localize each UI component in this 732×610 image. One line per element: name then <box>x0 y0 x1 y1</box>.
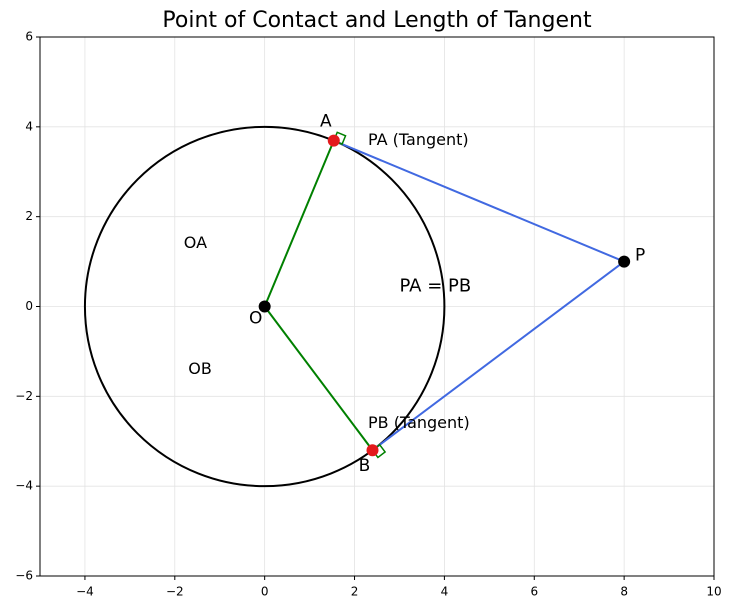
point-label: B <box>359 456 371 476</box>
point <box>618 255 631 268</box>
segment <box>333 139 625 263</box>
annotation: PA (Tangent) <box>368 130 469 149</box>
x-tick-label: −2 <box>166 585 184 599</box>
point <box>366 444 379 457</box>
circle <box>83 125 446 488</box>
y-tick-label: −4 <box>15 479 33 493</box>
annotation: PA = PB <box>399 275 471 296</box>
segment <box>371 260 625 452</box>
y-tick-label: 4 <box>25 119 33 133</box>
point-label: P <box>635 246 645 266</box>
y-tick-label: −6 <box>15 569 33 583</box>
point <box>327 134 340 147</box>
segment <box>263 140 335 307</box>
x-tick-label: 10 <box>706 585 721 599</box>
point-label: O <box>249 309 262 329</box>
point-label: A <box>320 112 332 132</box>
annotation: PB (Tangent) <box>368 413 470 432</box>
annotation: OA <box>184 233 207 252</box>
x-tick-label: 4 <box>441 585 449 599</box>
plot-frame <box>39 36 715 577</box>
segment <box>263 305 374 451</box>
y-tick-label: 0 <box>25 299 33 313</box>
y-tick-label: 2 <box>25 209 33 223</box>
y-tick-label: −2 <box>15 389 33 403</box>
x-tick-label: 2 <box>351 585 359 599</box>
y-tick-label: 6 <box>25 30 33 44</box>
x-tick-label: 8 <box>620 585 628 599</box>
x-tick-label: 6 <box>530 585 538 599</box>
annotation: OB <box>188 359 212 378</box>
x-tick-label: 0 <box>261 585 269 599</box>
chart-title: Point of Contact and Length of Tangent <box>162 8 592 33</box>
x-tick-label: −4 <box>76 585 94 599</box>
point <box>258 300 271 313</box>
